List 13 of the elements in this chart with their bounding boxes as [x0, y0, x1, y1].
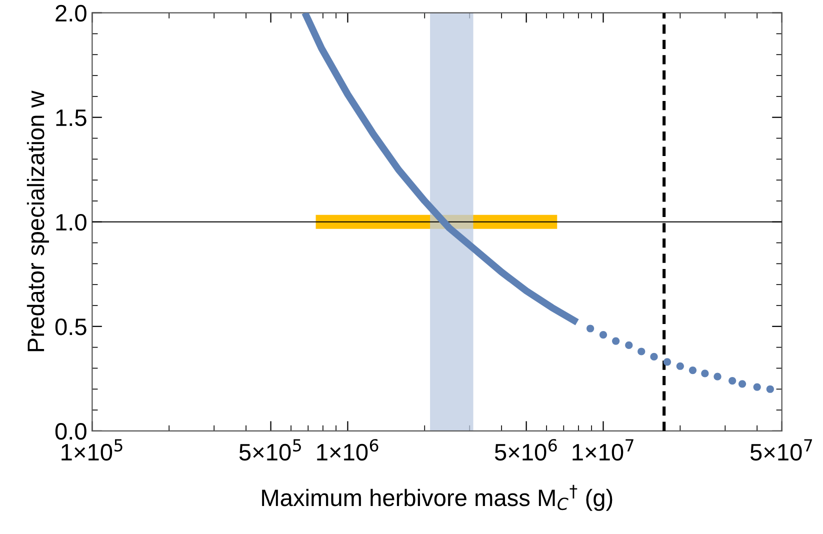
x-tick-label: 5×10$^{5}$: [239, 439, 301, 461]
x-tick-label: 1×10$^{7}$: [572, 439, 634, 461]
y-tick-label: 0.0: [55, 423, 86, 440]
y-tick-label: 1.0: [56, 214, 86, 231]
y-tick-label: 2.0: [56, 4, 86, 22]
x-tick-label: 1×10$^{6}$: [317, 439, 378, 461]
y-tick-label: 1.5: [56, 110, 86, 126]
x-tick-label: 1×10$^{5}$: [62, 439, 122, 461]
y-axis-title: Predator specialization w: [26, 90, 49, 352]
y-tick-label: 0.5: [55, 318, 86, 336]
x-axis-title: Maximum herbivore mass M$_{C}$$^{†}$ (g): [262, 484, 612, 511]
x-tick-label: 5×10$^{6}$: [494, 439, 557, 461]
x-tick-label: 5×10$^{7}$: [750, 439, 812, 461]
